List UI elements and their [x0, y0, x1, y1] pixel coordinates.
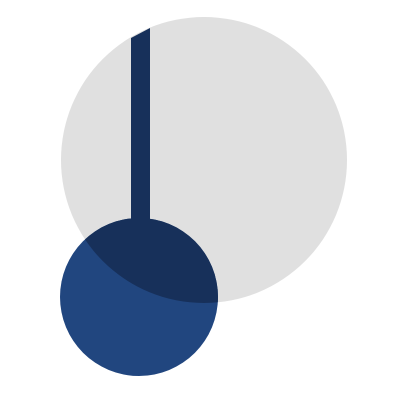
pendulum-rod [131, 28, 150, 222]
